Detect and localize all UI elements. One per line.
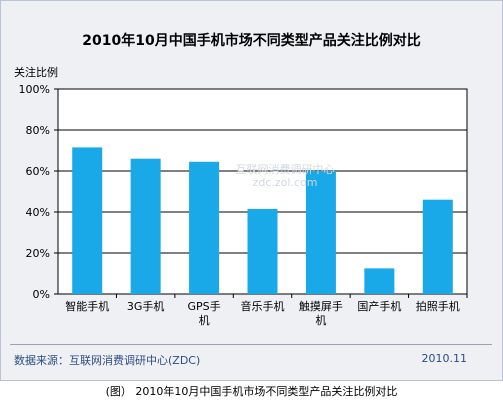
bar [72, 147, 103, 294]
chart-title: 2010年10月中国手机市场不同类型产品关注比例对比 [82, 33, 421, 49]
bar [305, 171, 336, 294]
footer-divider [10, 344, 492, 345]
y-tick-label: 0% [33, 288, 50, 301]
x-tick-label: 触摸屏手机 [299, 299, 343, 327]
bar [364, 268, 395, 294]
data-source: 数据来源：互联网消费调研中心(ZDC) [14, 354, 201, 367]
x-tick-label: 音乐手机 [241, 299, 285, 313]
y-tick-label: 20% [26, 247, 50, 260]
bar [130, 158, 161, 294]
y-tick-label: 100% [19, 83, 50, 96]
y-tick-label: 80% [26, 124, 50, 137]
bar [189, 161, 220, 294]
x-tick-label: 国产手机 [357, 299, 401, 313]
x-tick-label: 拍照手机 [416, 299, 460, 313]
y-tick-label: 40% [26, 206, 50, 219]
y-axis-label: 关注比例 [14, 66, 58, 79]
x-tick-label: GPS手机 [188, 299, 221, 327]
y-tick-label: 60% [26, 165, 50, 178]
bar [247, 208, 278, 294]
x-tick-label: 智能手机 [65, 299, 109, 313]
x-tick-label: 3G手机 [127, 299, 165, 313]
bar-chart: 0% 20% 40% 60% 80% 100% 智能手机 3G手机 GPS手机 音乐手机 触摸屏手机… [19, 83, 468, 327]
figure-caption: (图） 2010年10月中国手机市场不同类型产品关注比例对比 [105, 385, 398, 398]
bar [422, 199, 453, 294]
report-date: 2010.11 [421, 352, 468, 365]
